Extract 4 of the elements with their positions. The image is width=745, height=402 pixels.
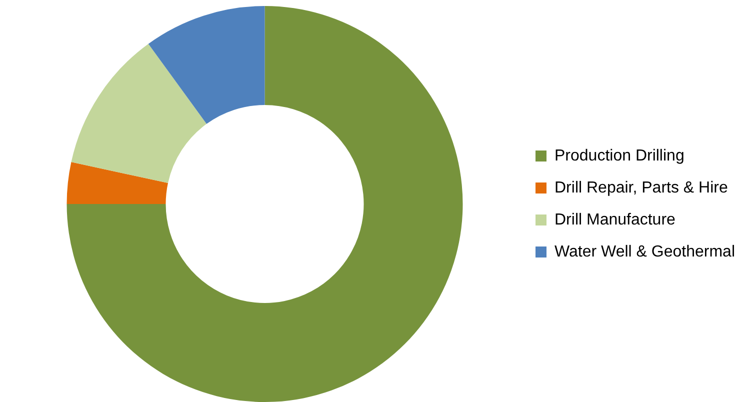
legend-label: Drill Repair, Parts & Hire bbox=[554, 179, 728, 196]
legend-label: Drill Manufacture bbox=[554, 211, 676, 228]
legend-label: Production Drilling bbox=[554, 147, 684, 164]
legend-label: Water Well & Geothermal bbox=[554, 243, 735, 260]
